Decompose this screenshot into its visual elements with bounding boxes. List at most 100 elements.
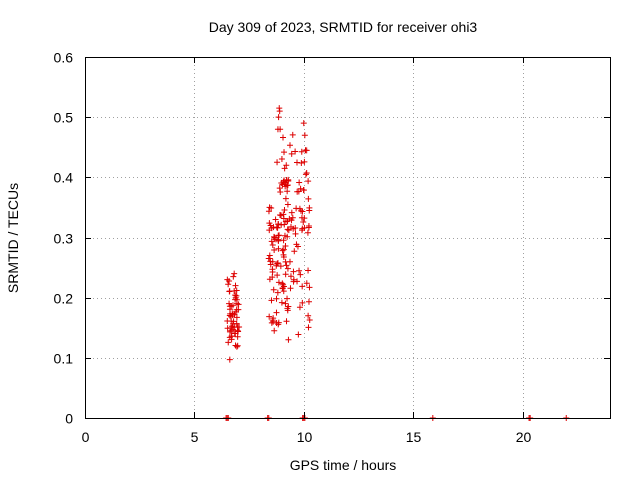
data-point xyxy=(275,237,282,244)
data-point xyxy=(282,271,289,278)
x-tick-label: 15 xyxy=(406,429,422,445)
data-point xyxy=(305,178,312,185)
data-point xyxy=(298,148,305,155)
y-tick-label: 0.2 xyxy=(54,291,74,307)
data-point xyxy=(280,254,287,261)
data-point xyxy=(278,299,285,306)
data-point xyxy=(279,280,286,287)
data-point xyxy=(306,204,313,211)
data-point xyxy=(281,207,288,214)
data-point xyxy=(268,238,275,245)
data-point xyxy=(230,318,237,325)
data-point xyxy=(289,214,296,221)
data-point xyxy=(289,131,296,138)
data-point xyxy=(274,224,281,231)
data-point xyxy=(280,237,287,244)
data-point xyxy=(305,267,312,274)
data-point xyxy=(281,165,288,172)
data-point xyxy=(225,281,232,288)
data-point xyxy=(284,295,291,302)
data-point xyxy=(299,225,306,232)
data-point xyxy=(270,318,277,325)
data-point xyxy=(287,285,294,292)
data-point xyxy=(285,176,292,183)
data-point xyxy=(293,241,300,248)
data-point xyxy=(285,303,292,310)
data-point xyxy=(297,185,304,192)
data-point xyxy=(271,327,278,334)
data-point xyxy=(299,208,306,215)
data-point xyxy=(233,306,240,313)
data-point xyxy=(234,333,241,340)
data-point xyxy=(271,234,278,241)
data-point xyxy=(273,224,280,231)
data-point xyxy=(296,267,303,274)
data-point xyxy=(234,324,241,331)
data-point xyxy=(285,227,292,234)
data-point xyxy=(226,288,233,295)
data-point xyxy=(278,155,285,162)
plot-frame xyxy=(85,57,611,419)
data-point xyxy=(269,266,276,273)
data-point xyxy=(280,215,287,222)
y-tick-label: 0.4 xyxy=(54,170,74,186)
data-point xyxy=(299,299,306,306)
data-point xyxy=(296,304,303,311)
data-point xyxy=(277,188,284,195)
data-point xyxy=(282,195,289,202)
data-point xyxy=(297,271,304,278)
data-point xyxy=(234,342,241,349)
data-point xyxy=(266,255,273,262)
data-point xyxy=(283,262,290,269)
data-point xyxy=(233,343,240,350)
data-point xyxy=(284,226,291,233)
data-point xyxy=(284,188,291,195)
data-point xyxy=(305,195,312,202)
data-point xyxy=(265,208,272,215)
data-point xyxy=(274,272,281,279)
plot-marks xyxy=(223,105,570,421)
x-axis-label: GPS time / hours xyxy=(290,457,397,473)
data-point xyxy=(285,336,292,343)
data-point xyxy=(305,312,312,319)
data-point xyxy=(227,324,234,331)
data-point xyxy=(283,162,290,169)
data-point xyxy=(298,207,305,214)
data-point xyxy=(284,307,291,314)
data-point xyxy=(286,142,293,149)
data-point xyxy=(281,149,288,156)
data-point xyxy=(276,108,283,115)
data-point xyxy=(292,148,299,155)
axes: 0 0.1 0.2 0.3 0.4 0.5 0.6 0 5 10 15 20 xyxy=(54,50,610,445)
data-point xyxy=(280,211,287,218)
data-point xyxy=(225,339,232,346)
data-point xyxy=(275,245,282,252)
data-point xyxy=(302,147,309,154)
data-point xyxy=(292,230,299,237)
data-point xyxy=(281,221,288,228)
data-point xyxy=(287,273,294,280)
data-point xyxy=(266,313,273,320)
grid-lines xyxy=(85,57,610,418)
data-point xyxy=(275,221,282,228)
data-point xyxy=(280,283,287,290)
data-point xyxy=(284,201,291,208)
data-point xyxy=(280,134,287,141)
data-point xyxy=(298,214,305,221)
data-point xyxy=(230,273,237,280)
data-point xyxy=(291,248,298,255)
data-point xyxy=(281,177,288,184)
data-point xyxy=(288,150,295,157)
y-tick-label: 0.1 xyxy=(54,351,74,367)
y-tick-label: 0.5 xyxy=(54,110,74,126)
data-point xyxy=(224,276,231,283)
data-point xyxy=(231,270,238,277)
data-point xyxy=(269,242,276,248)
data-point xyxy=(227,310,234,317)
data-point xyxy=(284,265,291,272)
data-point xyxy=(305,224,312,231)
data-point xyxy=(277,126,284,133)
data-point xyxy=(294,188,301,195)
data-point xyxy=(228,336,235,343)
